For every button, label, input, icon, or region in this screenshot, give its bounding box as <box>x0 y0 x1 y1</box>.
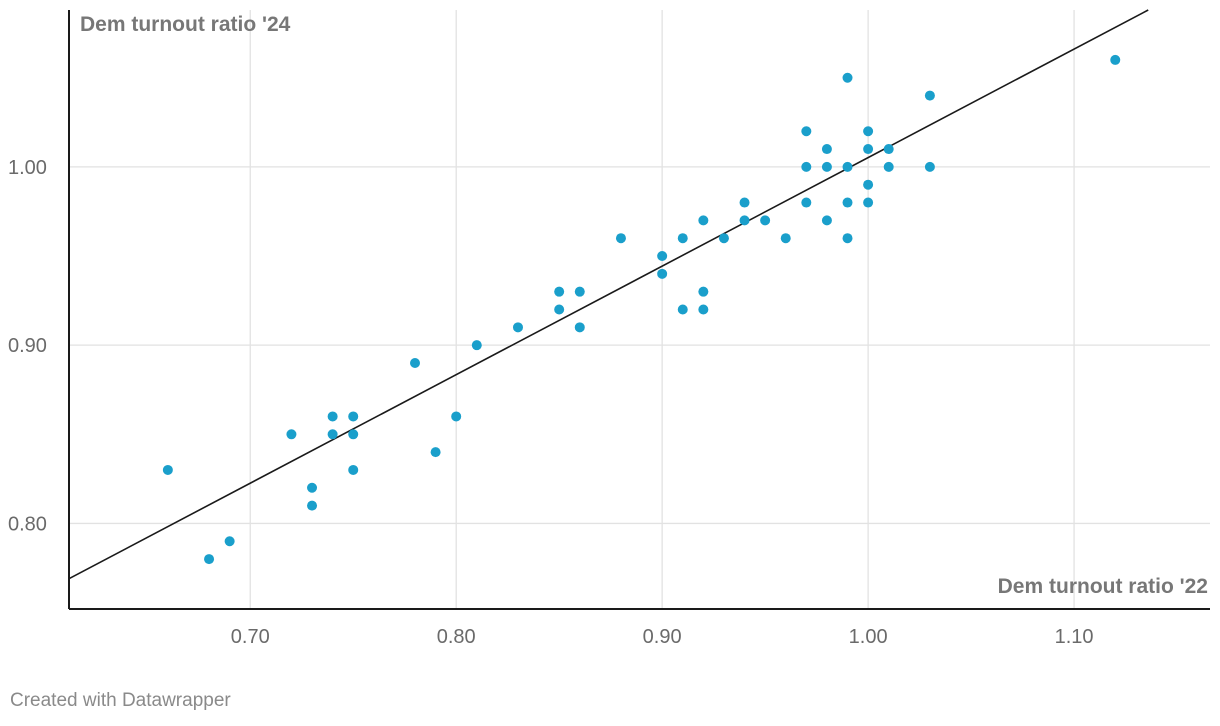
data-points <box>162 54 1121 565</box>
data-point <box>863 179 874 190</box>
data-point <box>801 161 812 172</box>
data-point <box>657 268 668 279</box>
data-point <box>430 447 441 458</box>
data-point <box>307 500 318 511</box>
data-point <box>348 411 359 422</box>
x-axis-title: Dem turnout ratio '22 <box>998 575 1208 598</box>
data-point <box>842 233 853 244</box>
data-point <box>657 251 668 262</box>
x-tick-label: 0.90 <box>643 626 682 648</box>
data-point <box>615 233 626 244</box>
y-axis-title: Dem turnout ratio '24 <box>80 13 291 36</box>
data-point <box>718 233 729 244</box>
y-tick-label: 1.00 <box>8 157 47 179</box>
data-point <box>780 233 791 244</box>
data-point <box>842 197 853 208</box>
data-point <box>677 233 688 244</box>
data-point <box>698 304 709 315</box>
data-point <box>348 464 359 475</box>
tick-labels: 0.70 0.80 0.90 1.00 1.10 0.80 0.90 1.00 <box>8 157 1094 648</box>
data-point <box>410 357 421 368</box>
data-point <box>327 429 338 440</box>
data-point <box>760 215 771 226</box>
data-point <box>554 304 565 315</box>
data-point <box>863 144 874 155</box>
data-point <box>924 90 935 101</box>
y-tick-label: 0.90 <box>8 335 47 357</box>
data-point <box>224 536 235 547</box>
data-point <box>451 411 462 422</box>
scatter-chart: 0.70 0.80 0.90 1.00 1.10 0.80 0.90 1.00 Dem tur… <box>8 9 1210 648</box>
data-point <box>924 161 935 172</box>
data-point <box>739 197 750 208</box>
trendline <box>68 9 1149 580</box>
data-point <box>801 126 812 137</box>
data-point <box>821 161 832 172</box>
data-point <box>307 482 318 493</box>
data-point <box>471 340 482 351</box>
data-point <box>698 286 709 297</box>
data-point <box>162 464 173 475</box>
data-point <box>863 126 874 137</box>
data-point <box>801 197 812 208</box>
x-tick-label: 0.70 <box>231 626 270 648</box>
data-point <box>554 286 565 297</box>
x-tick-label: 1.00 <box>849 626 888 648</box>
y-tick-label: 0.80 <box>8 513 47 535</box>
data-point <box>574 286 585 297</box>
gridlines <box>69 10 1210 609</box>
data-point <box>821 215 832 226</box>
x-tick-label: 1.10 <box>1055 626 1094 648</box>
data-point <box>842 161 853 172</box>
data-point <box>883 161 894 172</box>
data-point <box>286 429 297 440</box>
data-point <box>883 144 894 155</box>
data-point <box>1110 54 1121 65</box>
data-point <box>698 215 709 226</box>
data-point <box>842 72 853 83</box>
data-point <box>327 411 338 422</box>
x-tick-label: 0.80 <box>437 626 476 648</box>
datawrapper-credit: Created with Datawrapper <box>10 690 231 711</box>
data-point <box>348 429 359 440</box>
data-point <box>574 322 585 333</box>
data-point <box>863 197 874 208</box>
data-point <box>512 322 523 333</box>
data-point <box>821 144 832 155</box>
data-point <box>677 304 688 315</box>
data-point <box>739 215 750 226</box>
data-point <box>204 554 215 565</box>
